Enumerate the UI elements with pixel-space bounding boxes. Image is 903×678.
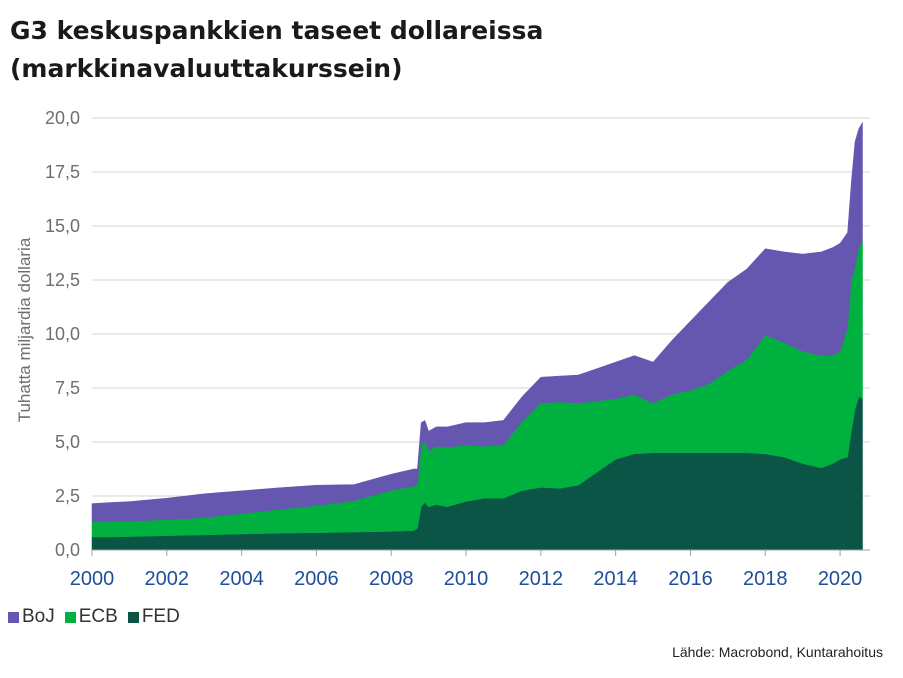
legend-label: ECB xyxy=(78,606,118,627)
legend-label: FED xyxy=(141,606,180,627)
legend: BoJ ECB FED xyxy=(8,606,180,628)
legend-swatch xyxy=(127,611,139,623)
x-tick-label: 2016 xyxy=(668,568,713,590)
y-tick-label: 0,0 xyxy=(55,540,80,560)
legend-swatch xyxy=(64,611,76,623)
x-tick-label: 2020 xyxy=(818,568,863,590)
source-note: Lähde: Macrobond, Kuntarahoitus xyxy=(672,644,883,660)
legend-item-boj: BoJ xyxy=(8,606,55,628)
x-tick-label: 2012 xyxy=(519,568,564,590)
y-tick-label: 15,0 xyxy=(45,216,80,236)
legend-label: BoJ xyxy=(22,606,55,627)
x-tick-label: 2018 xyxy=(743,568,788,590)
x-tick-label: 2010 xyxy=(444,568,489,590)
y-tick-label: 10,0 xyxy=(45,324,80,344)
y-tick-label: 7,5 xyxy=(55,378,80,398)
legend-item-ecb: ECB xyxy=(64,606,118,628)
y-tick-label: 2,5 xyxy=(55,486,80,506)
area-series-boj xyxy=(91,121,863,523)
legend-swatch xyxy=(8,611,19,623)
y-axis-title: Tuhatta miljardia dollaria xyxy=(15,237,34,422)
x-tick-label: 2002 xyxy=(145,568,190,590)
y-tick-label: 17,5 xyxy=(45,162,80,182)
x-tick-label: 2004 xyxy=(219,568,264,590)
y-tick-label: 20,0 xyxy=(45,108,80,128)
chart-title: G3 keskuspankkien taseet dollareissa (ma… xyxy=(10,16,544,83)
x-tick-label: 2014 xyxy=(593,568,638,590)
x-tick-label: 2006 xyxy=(294,568,339,590)
y-tick-label: 12,5 xyxy=(45,270,80,290)
plot-area xyxy=(91,121,863,551)
x-tick-label: 2000 xyxy=(70,568,115,590)
y-tick-label: 5,0 xyxy=(55,432,80,452)
axes: 0,0 2,5 5,0 7,5 10,0 12,5 15,0 17,5 20,0 2000 2002… xyxy=(45,108,870,590)
x-tick-label: 2008 xyxy=(369,568,414,590)
legend-item-fed: FED xyxy=(127,606,180,628)
